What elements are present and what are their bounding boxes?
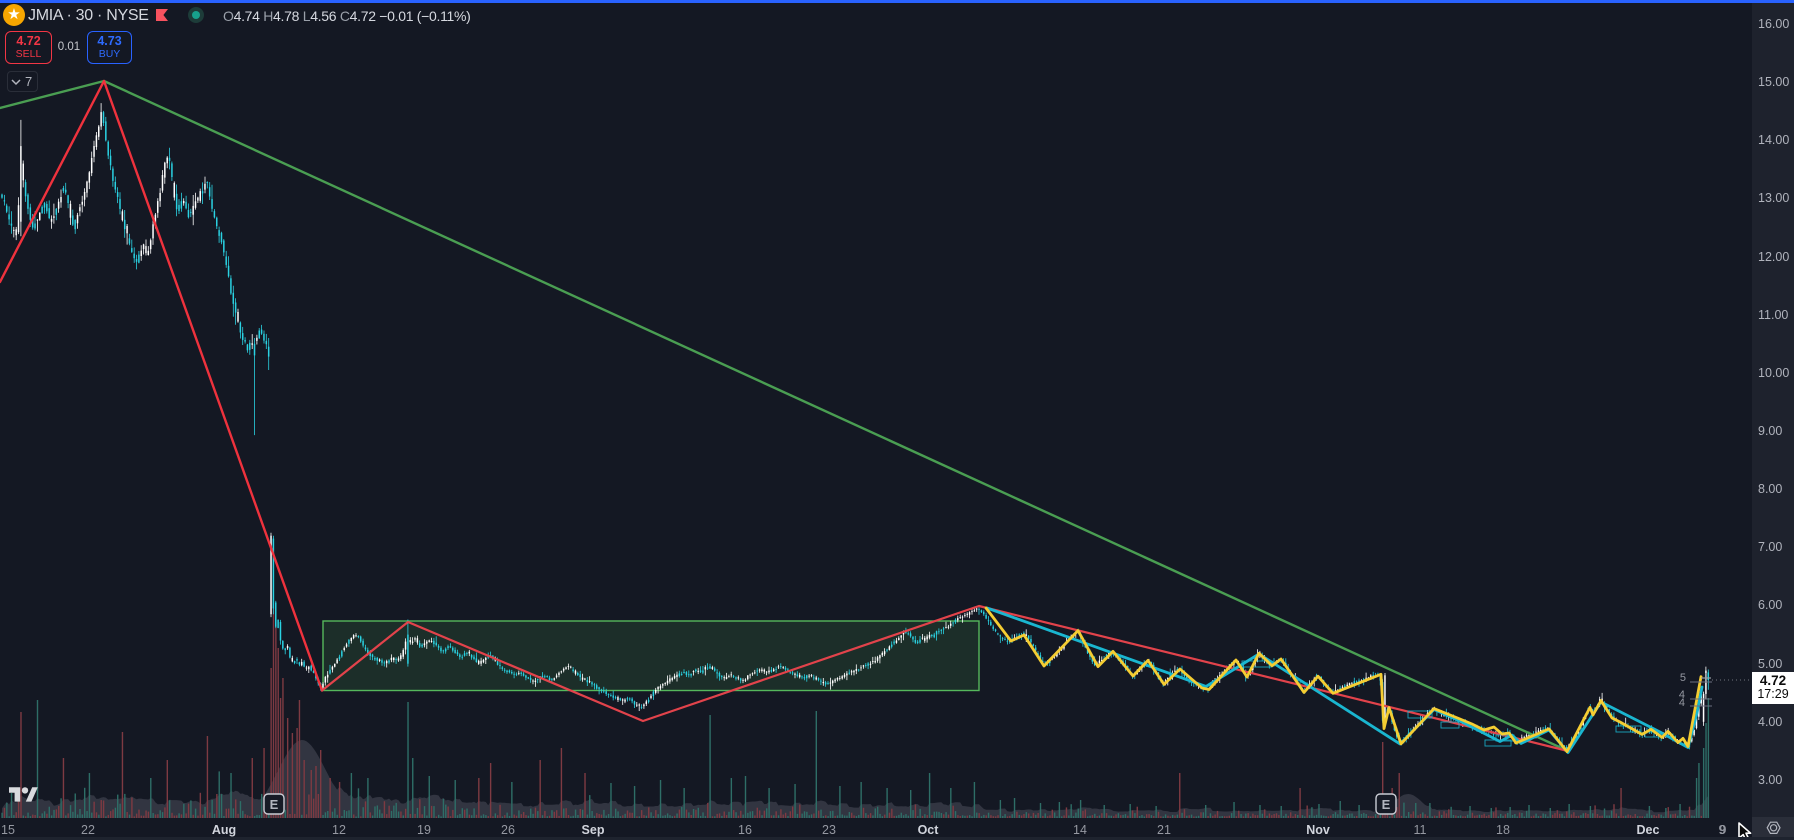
svg-text:5: 5 [1680, 672, 1686, 684]
svg-text:4: 4 [1679, 689, 1685, 701]
svg-text:4: 4 [1679, 697, 1685, 709]
svg-text:E: E [270, 797, 279, 812]
svg-text:E: E [1382, 797, 1391, 812]
